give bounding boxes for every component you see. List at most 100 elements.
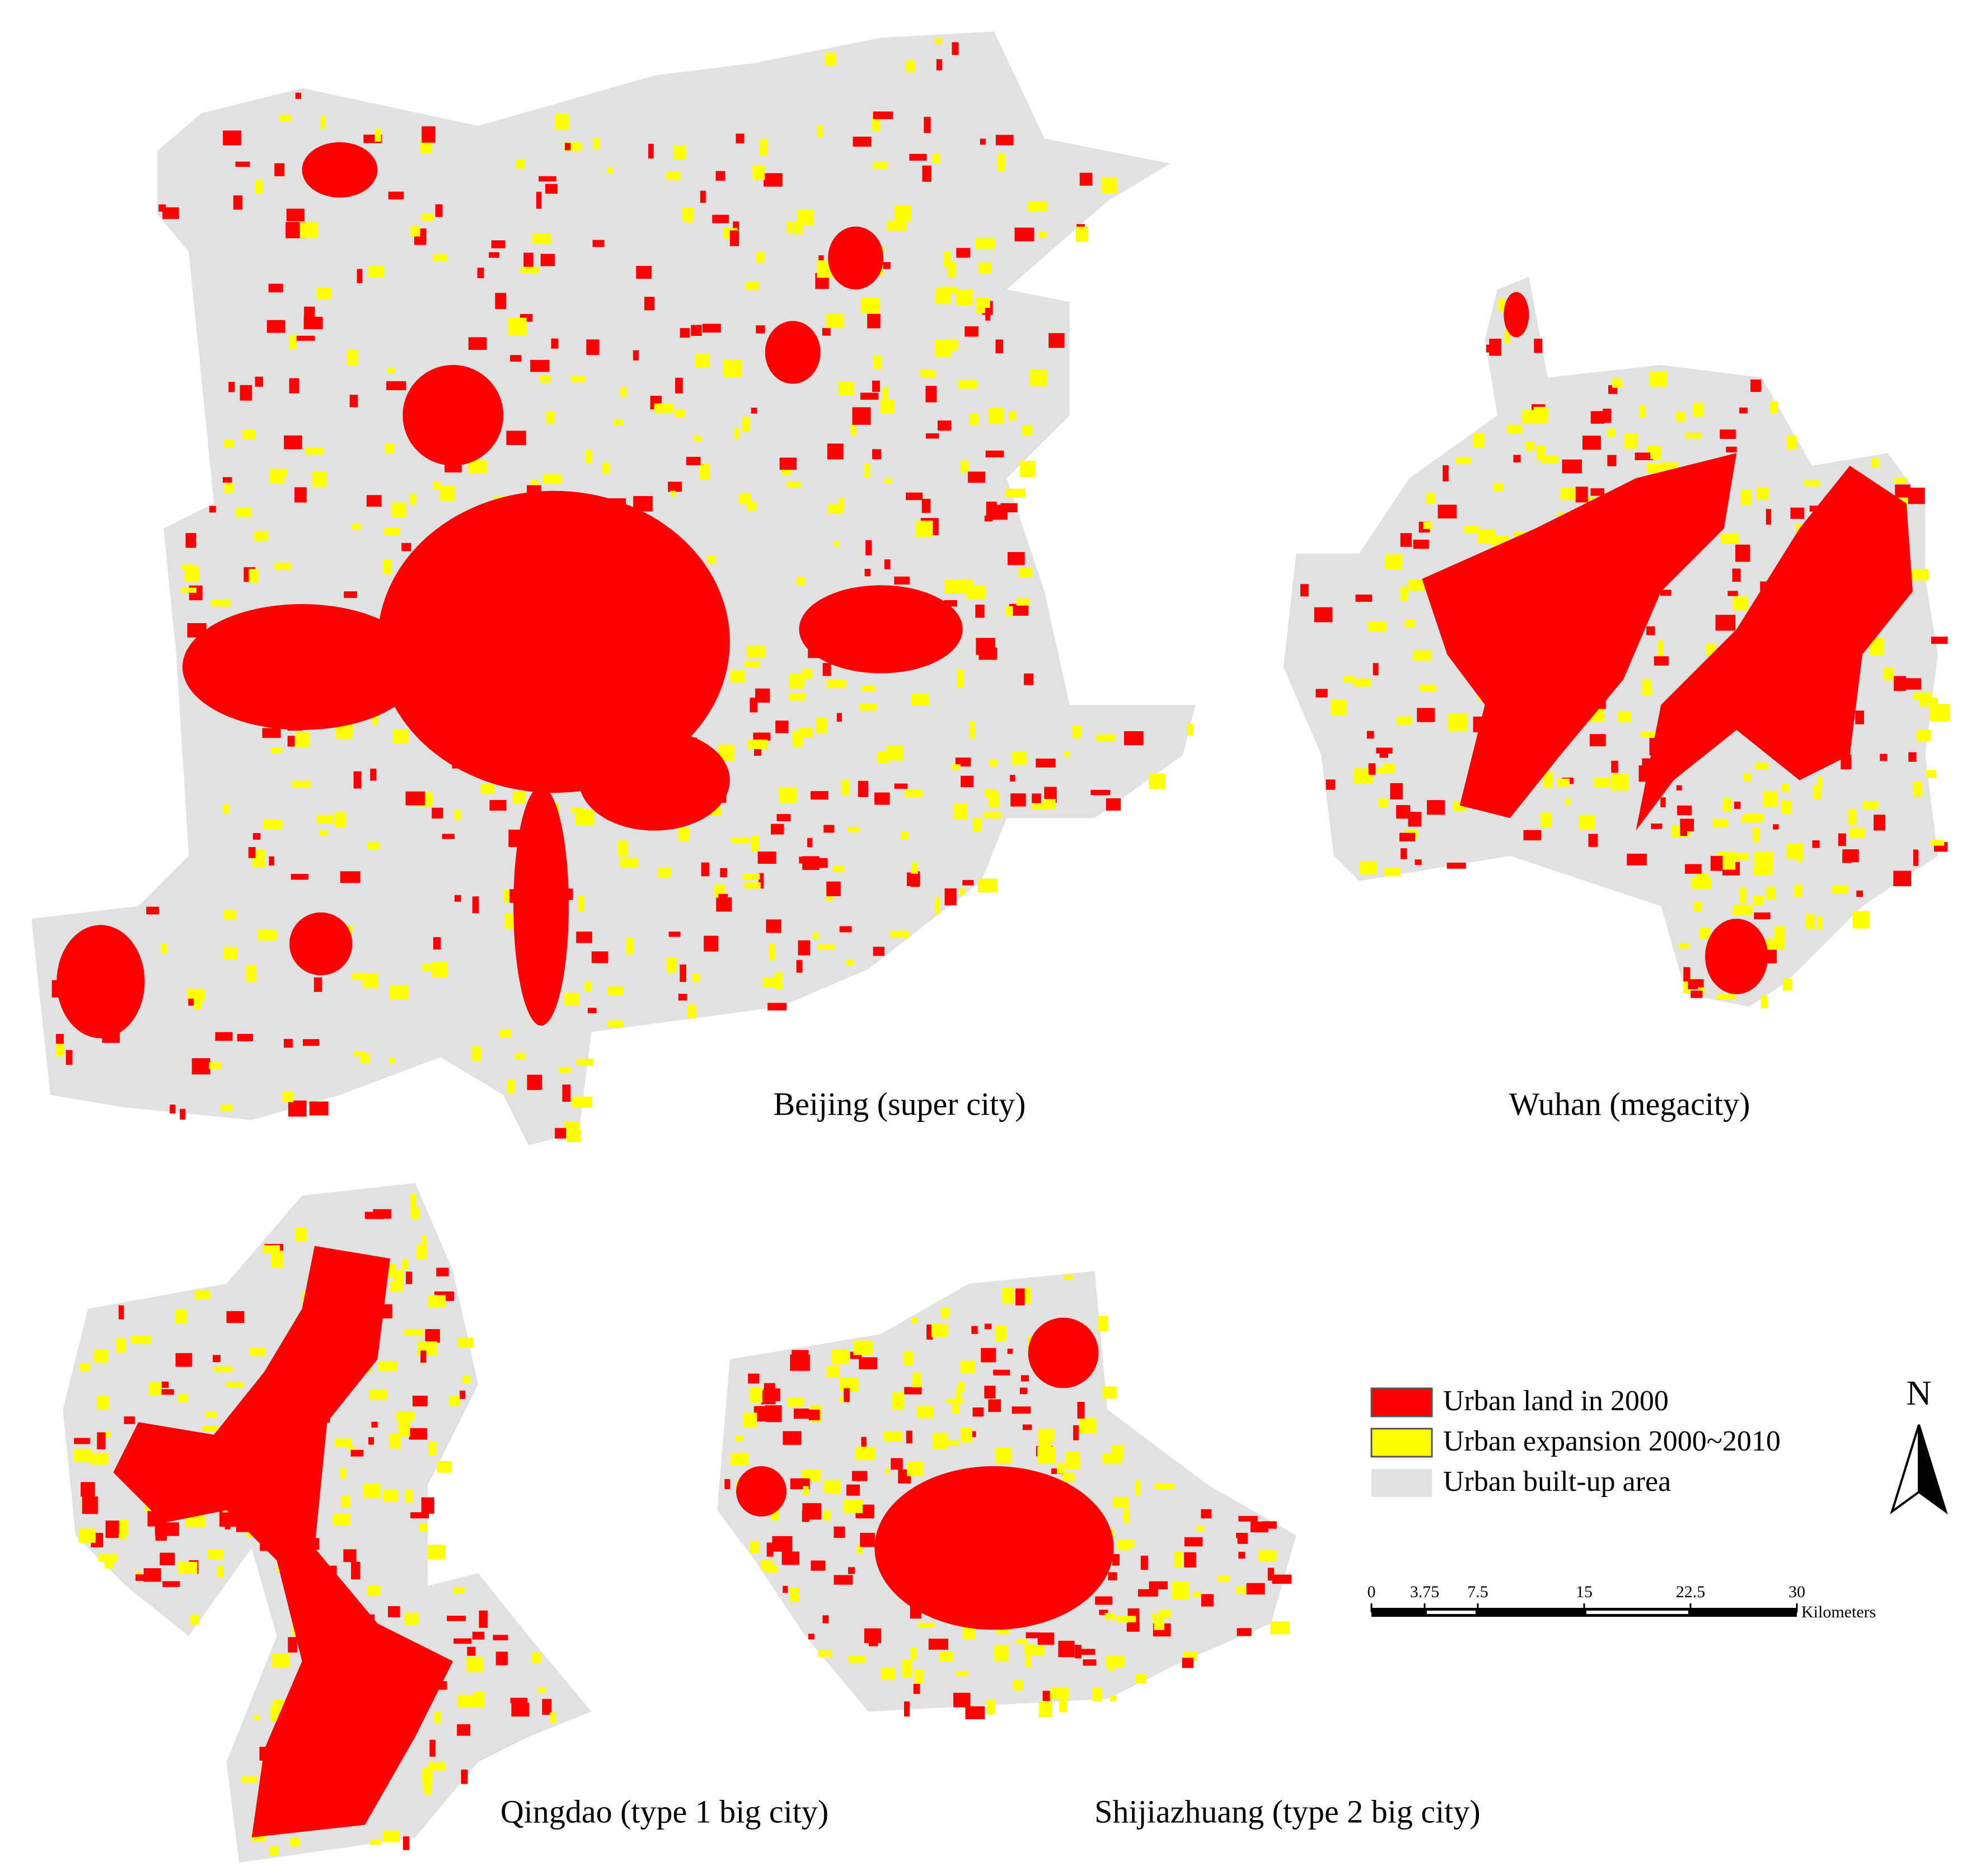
land-patch [1722, 798, 1732, 811]
land-patch [701, 862, 709, 877]
land-patch [678, 994, 687, 1001]
land-patch [956, 289, 973, 306]
land-patch [402, 1836, 409, 1850]
land-patch [749, 1387, 763, 1403]
land-patch [931, 153, 940, 164]
land-patch [373, 1209, 391, 1219]
land-patch [185, 1515, 205, 1527]
land-patch [906, 492, 923, 500]
land-patch [384, 443, 395, 453]
land-patch [936, 1325, 948, 1333]
land-patch [756, 325, 765, 334]
land-patch [860, 392, 879, 400]
land-patch [437, 1461, 452, 1473]
land-patch [944, 600, 957, 607]
land-patch [460, 1390, 466, 1399]
land-patch [412, 1396, 428, 1407]
land-patch [873, 947, 885, 956]
legend-swatch [1370, 1387, 1433, 1417]
land-patch [626, 938, 634, 955]
land-patch [224, 1514, 231, 1529]
land-patch [270, 747, 283, 753]
urban-land-2000 [402, 364, 504, 466]
land-patch [891, 1458, 903, 1470]
land-patch [904, 1387, 922, 1395]
land-patch [971, 1326, 978, 1334]
land-patch [1651, 823, 1663, 829]
land-patch [872, 380, 880, 392]
land-patch [675, 377, 683, 394]
land-patch [731, 838, 750, 844]
land-patch [633, 350, 639, 361]
land-patch [427, 1545, 446, 1560]
land-patch [468, 337, 487, 350]
land-patch [995, 339, 1004, 354]
land-patch [1137, 1589, 1158, 1597]
legend-swatch [1370, 1428, 1433, 1458]
urban-land-2000 [1028, 1317, 1099, 1388]
land-patch [508, 317, 527, 335]
land-patch [978, 262, 992, 274]
land-patch [1238, 1551, 1245, 1559]
land-patch [833, 866, 844, 872]
land-patch [751, 408, 757, 414]
land-patch [867, 314, 881, 329]
land-patch [1909, 569, 1929, 581]
land-patch [454, 895, 461, 902]
land-patch [755, 688, 770, 703]
land-patch [1786, 436, 1797, 450]
land-patch [371, 1838, 381, 1845]
land-patch [586, 339, 600, 355]
land-patch [457, 1724, 471, 1736]
land-patch [1816, 916, 1823, 930]
land-patch [279, 115, 292, 121]
land-patch [558, 1066, 572, 1073]
land-patch [1353, 679, 1371, 687]
land-patch [1002, 1287, 1014, 1304]
land-patch [536, 191, 542, 209]
land-patch [403, 1328, 424, 1336]
urban-land-2000 [1636, 465, 1913, 831]
land-patch [1201, 1509, 1212, 1519]
land-patch [288, 1100, 307, 1117]
land-patch [394, 1270, 404, 1285]
land-patch [970, 1431, 976, 1438]
land-patch [428, 1295, 446, 1307]
land-patch [1766, 886, 1776, 900]
land-patch [816, 717, 827, 733]
land-patch [453, 1638, 472, 1644]
land-patch [818, 1650, 832, 1657]
land-patch [1649, 371, 1667, 387]
land-patch [316, 815, 333, 824]
land-patch [1057, 1462, 1065, 1474]
land-patch [1419, 684, 1436, 692]
land-patch [555, 114, 569, 130]
land-patch [388, 191, 404, 200]
land-patch [864, 1628, 882, 1644]
land-patch [967, 471, 986, 483]
land-patch [880, 399, 895, 414]
land-patch [834, 1526, 845, 1538]
land-patch [1043, 799, 1056, 810]
land-patch [1126, 1623, 1140, 1632]
land-patch [948, 339, 958, 351]
land-patch [965, 1706, 985, 1719]
land-patch [984, 515, 993, 522]
land-patch [1065, 1451, 1080, 1470]
land-patch [1688, 979, 1704, 990]
land-patch [1684, 432, 1702, 439]
land-patch [1855, 710, 1864, 724]
land-patch [956, 1671, 968, 1677]
land-patch [746, 645, 766, 658]
land-patch [241, 1776, 258, 1783]
land-patch [350, 1449, 364, 1457]
land-patch [1270, 1621, 1290, 1635]
land-patch [1755, 762, 1768, 770]
land-patch [1760, 995, 1768, 1008]
land-patch [428, 1442, 437, 1456]
land-patch [1654, 656, 1669, 666]
land-patch [1019, 1387, 1028, 1395]
land-patch [367, 842, 380, 849]
land-patch [822, 663, 831, 676]
land-patch [457, 1338, 474, 1348]
